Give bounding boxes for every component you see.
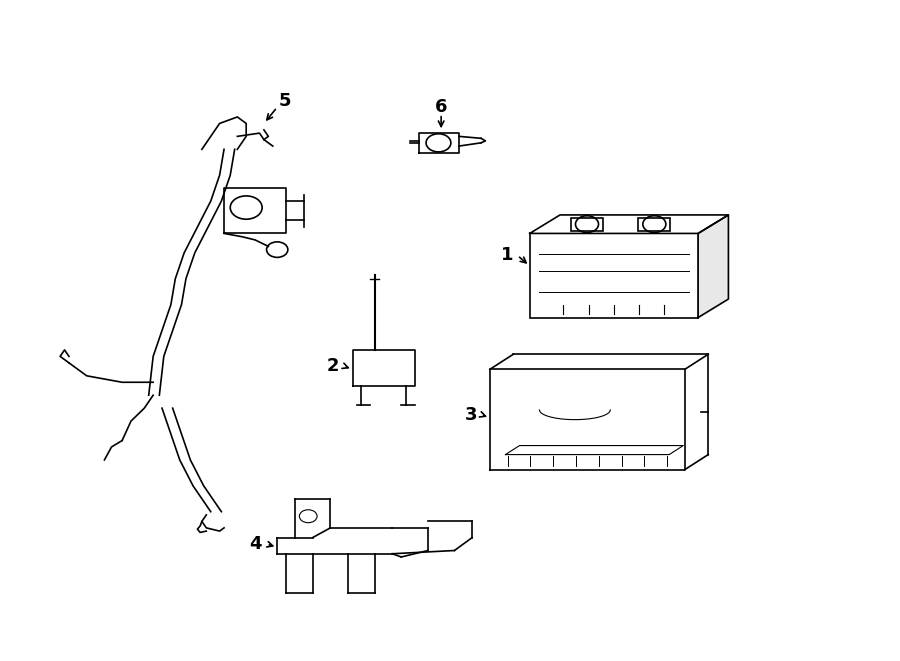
FancyBboxPatch shape — [571, 217, 603, 231]
Text: 6: 6 — [435, 98, 447, 116]
FancyBboxPatch shape — [530, 233, 698, 317]
Polygon shape — [530, 215, 728, 233]
Text: 1: 1 — [501, 247, 514, 264]
Text: 5: 5 — [279, 92, 292, 110]
FancyBboxPatch shape — [638, 217, 670, 231]
Text: 3: 3 — [465, 406, 478, 424]
Polygon shape — [698, 215, 728, 317]
Text: 2: 2 — [327, 357, 339, 375]
Text: 4: 4 — [248, 535, 261, 553]
